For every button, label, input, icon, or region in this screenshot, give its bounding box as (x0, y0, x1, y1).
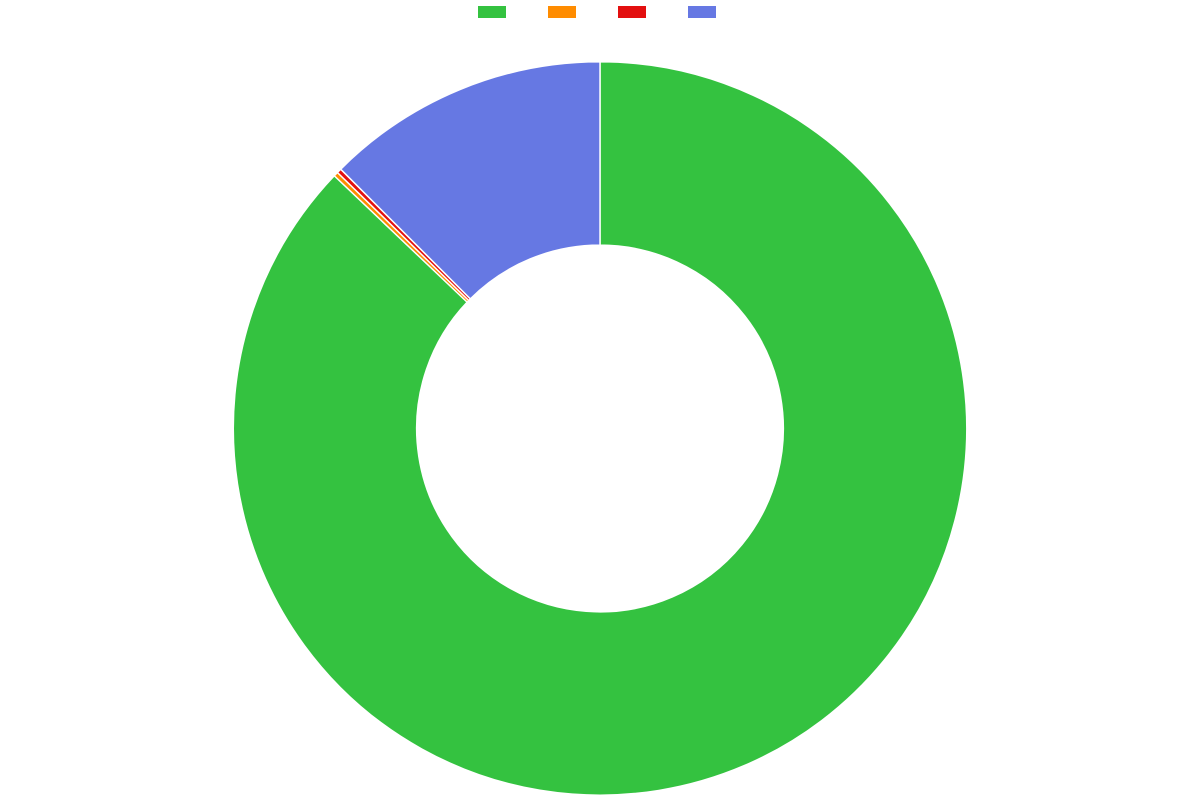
legend-item-3 (688, 6, 722, 18)
legend-item-0 (478, 6, 512, 18)
legend-swatch-1 (548, 6, 576, 18)
legend-swatch-3 (688, 6, 716, 18)
donut-chart (0, 28, 1200, 800)
legend (0, 6, 1200, 18)
donut-svg (0, 28, 1200, 800)
chart-container (0, 0, 1200, 800)
legend-swatch-2 (618, 6, 646, 18)
legend-item-1 (548, 6, 582, 18)
legend-item-2 (618, 6, 652, 18)
legend-swatch-0 (478, 6, 506, 18)
